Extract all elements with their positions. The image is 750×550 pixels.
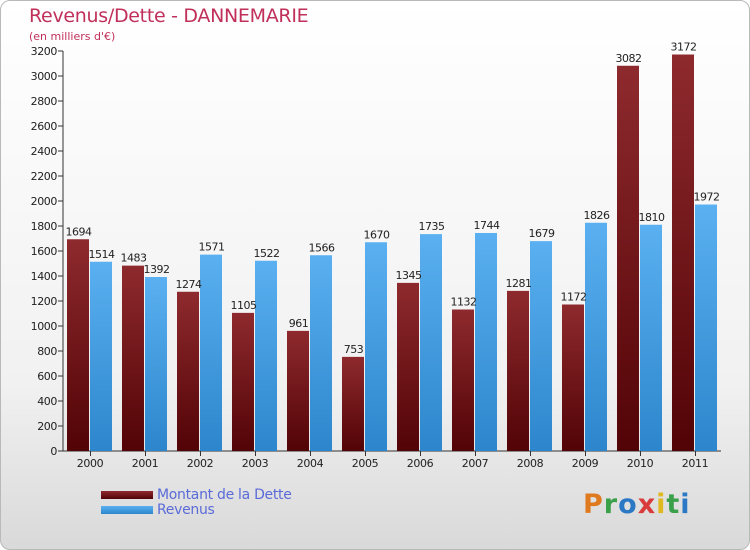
data-label-revenus: 1514 bbox=[89, 248, 115, 261]
bar-revenus bbox=[475, 233, 497, 451]
y-tick-label: 400 bbox=[37, 395, 57, 408]
chart-title: Revenus/Dette - DANNEMARIE bbox=[29, 5, 309, 27]
bar-dette bbox=[507, 290, 529, 451]
data-label-dette: 3082 bbox=[616, 52, 642, 65]
y-tick-label: 1200 bbox=[31, 295, 58, 308]
y-tick-label: 1000 bbox=[31, 320, 58, 333]
data-label-revenus: 1735 bbox=[419, 220, 445, 233]
y-tick-label: 800 bbox=[37, 345, 57, 358]
data-label-dette: 961 bbox=[289, 317, 309, 330]
y-tick-label: 2000 bbox=[31, 195, 58, 208]
bar-revenus bbox=[420, 234, 442, 451]
legend-item-revenus: Revenus bbox=[101, 501, 292, 518]
x-tick-label: 2004 bbox=[297, 457, 324, 470]
x-tick-label: 2008 bbox=[517, 457, 544, 470]
data-label-revenus: 1392 bbox=[144, 263, 170, 276]
x-tick-label: 2000 bbox=[77, 457, 104, 470]
bar-dette bbox=[672, 54, 694, 451]
x-tick-label: 2002 bbox=[187, 457, 213, 470]
x-tick-label: 2006 bbox=[407, 457, 434, 470]
axes: 0 200 400 600 800 1000 1200 1400 1600 1800 2000 220… bbox=[31, 45, 721, 470]
data-label-revenus: 1522 bbox=[254, 247, 280, 260]
bar-revenus bbox=[200, 254, 222, 451]
data-label-revenus: 1679 bbox=[529, 227, 555, 240]
y-tick-label: 3000 bbox=[31, 70, 58, 83]
legend-swatch-revenus bbox=[101, 505, 153, 514]
y-tick-label: 2800 bbox=[31, 95, 58, 108]
x-tick-label: 2007 bbox=[462, 457, 489, 470]
bar-dette bbox=[287, 330, 309, 451]
bar-revenus bbox=[90, 261, 112, 451]
bar-revenus bbox=[585, 222, 607, 451]
data-label-dette: 1132 bbox=[451, 296, 477, 309]
data-label-revenus: 1826 bbox=[584, 209, 610, 222]
bar-dette bbox=[232, 312, 254, 451]
y-tick-label: 1800 bbox=[31, 220, 58, 233]
bar-dette bbox=[452, 309, 474, 451]
y-tick-label: 200 bbox=[37, 420, 57, 433]
bar-dette bbox=[397, 282, 419, 451]
chart-subtitle: (en milliers d'€) bbox=[29, 30, 116, 43]
legend-label-revenus: Revenus bbox=[157, 501, 215, 518]
data-label-dette: 1172 bbox=[561, 291, 587, 304]
bar-revenus bbox=[255, 260, 277, 451]
proxiti-logo: Proxiti bbox=[583, 489, 691, 520]
x-tick-label: 2009 bbox=[572, 457, 599, 470]
data-label-dette: 1345 bbox=[396, 269, 422, 282]
data-label-dette: 1483 bbox=[121, 252, 147, 265]
bar-revenus bbox=[365, 242, 387, 451]
legend-label-dette: Montant de la Dette bbox=[157, 486, 292, 503]
x-tick-label: 2001 bbox=[132, 457, 158, 470]
bar-dette bbox=[562, 304, 584, 451]
bar-revenus bbox=[530, 241, 552, 451]
data-label-revenus: 1670 bbox=[364, 228, 390, 241]
legend-item-dette: Montant de la Dette bbox=[101, 486, 292, 503]
bar-revenus bbox=[310, 255, 332, 451]
data-label-dette: 3172 bbox=[671, 41, 697, 54]
bar-dette bbox=[342, 356, 364, 451]
y-tick-label: 2600 bbox=[31, 120, 58, 133]
legend-swatch-dette bbox=[101, 490, 153, 499]
bar-dette bbox=[617, 65, 639, 451]
data-label-dette: 1694 bbox=[66, 225, 92, 238]
data-label-revenus: 1744 bbox=[474, 219, 500, 232]
x-tick-label: 2010 bbox=[627, 457, 654, 470]
y-tick-label: 3200 bbox=[31, 45, 58, 58]
data-label-revenus: 1810 bbox=[639, 211, 665, 224]
bar-dette bbox=[177, 291, 199, 451]
bar-revenus bbox=[640, 224, 662, 451]
y-tick-label: 1400 bbox=[31, 270, 58, 283]
x-tick-label: 2005 bbox=[352, 457, 379, 470]
legend: Montant de la Dette Revenus bbox=[101, 486, 292, 518]
bar-revenus bbox=[695, 204, 717, 451]
data-label-dette: 1274 bbox=[176, 278, 202, 291]
y-tick-label: 0 bbox=[50, 445, 57, 458]
data-label-revenus: 1571 bbox=[199, 241, 225, 254]
bars bbox=[67, 54, 717, 451]
data-label-revenus: 1566 bbox=[309, 241, 335, 254]
data-label-dette: 1105 bbox=[231, 299, 257, 312]
y-tick-label: 2200 bbox=[31, 170, 58, 183]
x-tick-label: 2011 bbox=[682, 457, 708, 470]
bar-revenus bbox=[145, 277, 167, 451]
data-label-dette: 753 bbox=[344, 343, 364, 356]
y-tick-label: 1600 bbox=[31, 245, 58, 258]
bar-dette bbox=[122, 265, 144, 451]
y-tick-label: 600 bbox=[37, 370, 57, 383]
bar-dette bbox=[67, 239, 89, 451]
y-tick-label: 2400 bbox=[31, 145, 58, 158]
x-tick-label: 2003 bbox=[242, 457, 269, 470]
data-label-dette: 1281 bbox=[506, 277, 532, 290]
data-label-revenus: 1972 bbox=[694, 191, 720, 204]
